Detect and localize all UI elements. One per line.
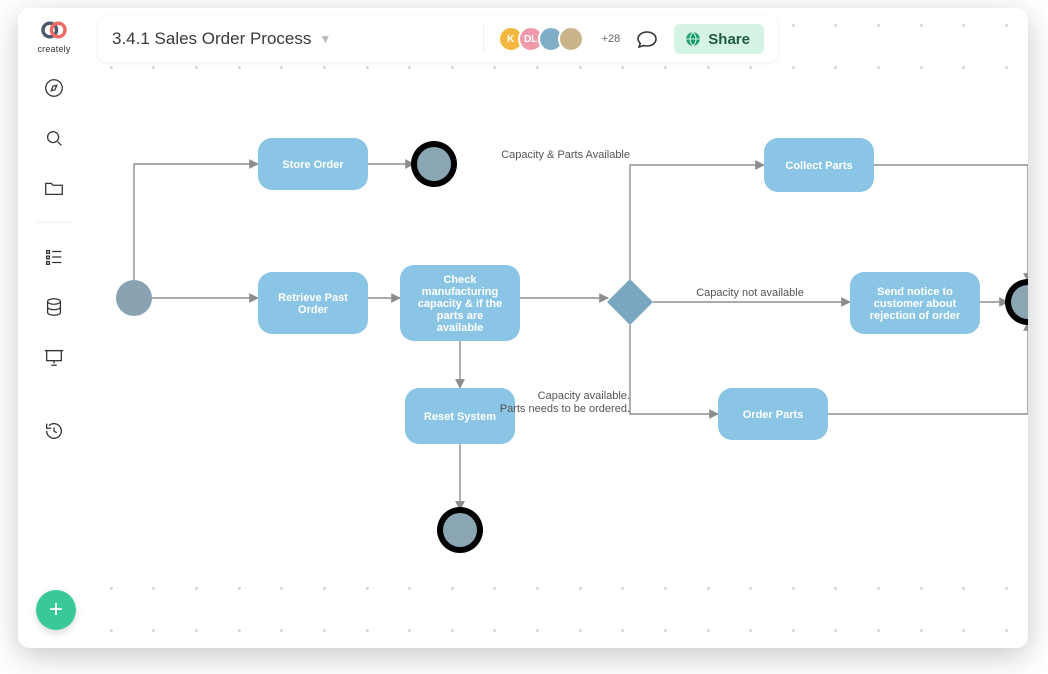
document-title-text: 3.4.1 Sales Order Process bbox=[112, 29, 311, 49]
share-button[interactable]: Share bbox=[674, 24, 764, 54]
separator bbox=[36, 222, 72, 223]
collaborator-avatars[interactable]: KDL bbox=[498, 26, 584, 52]
share-label: Share bbox=[708, 31, 750, 48]
sidebar: creately bbox=[18, 8, 90, 648]
add-button[interactable]: + bbox=[36, 590, 76, 630]
collaborator-extra-count[interactable]: +28 bbox=[602, 33, 621, 45]
database-icon[interactable] bbox=[36, 289, 72, 325]
compass-icon[interactable] bbox=[36, 70, 72, 106]
topbar: 3.4.1 Sales Order Process ▼ KDL +28 Shar… bbox=[98, 16, 778, 62]
list-icon[interactable] bbox=[36, 239, 72, 275]
brand-name: creately bbox=[37, 44, 70, 54]
avatar[interactable] bbox=[558, 26, 584, 52]
search-icon[interactable] bbox=[36, 120, 72, 156]
document-title[interactable]: 3.4.1 Sales Order Process ▼ bbox=[112, 29, 469, 49]
brand-logo[interactable]: creately bbox=[34, 16, 74, 56]
canvas[interactable] bbox=[90, 8, 1028, 648]
comment-icon[interactable] bbox=[634, 26, 660, 52]
globe-icon bbox=[684, 30, 702, 48]
chevron-down-icon[interactable]: ▼ bbox=[319, 32, 331, 46]
app-frame: creately 3.4.1 Sales Order Process ▼ KDL… bbox=[18, 8, 1028, 648]
history-icon[interactable] bbox=[36, 413, 72, 449]
presentation-icon[interactable] bbox=[36, 339, 72, 375]
folder-icon[interactable] bbox=[36, 170, 72, 206]
divider bbox=[483, 26, 484, 52]
